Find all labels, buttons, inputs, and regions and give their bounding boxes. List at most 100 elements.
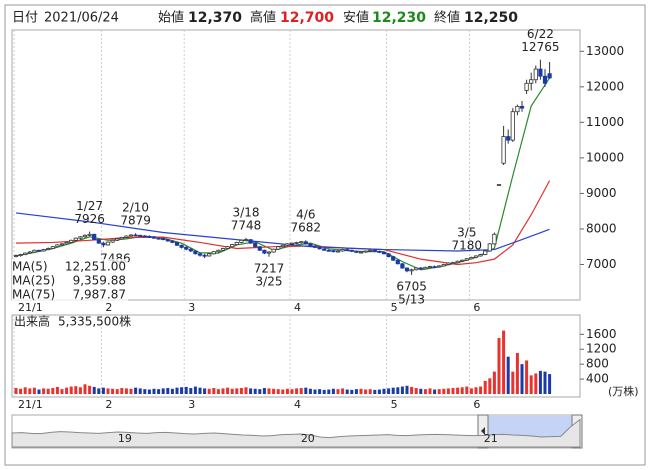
annotation-date: 4/6 xyxy=(296,208,315,222)
volume-bar xyxy=(88,385,92,394)
header: 日付 2021/06/24 始値 12,370 高値 12,700 安値 12,… xyxy=(12,10,518,27)
volume-bar xyxy=(451,388,455,394)
candle-body xyxy=(303,241,308,245)
y-tick-label: 400 xyxy=(586,372,609,386)
candle-body xyxy=(368,249,373,252)
volume-bar xyxy=(428,388,432,394)
volume-bar xyxy=(106,388,110,394)
candle-body xyxy=(165,239,170,242)
date: 2021/06/24 xyxy=(44,11,119,26)
volume-bar xyxy=(249,388,253,394)
candle-body xyxy=(349,249,354,252)
candle-body xyxy=(142,235,147,238)
volume-bar xyxy=(74,386,78,394)
candle-body xyxy=(262,249,267,254)
volume-bar xyxy=(285,388,289,394)
volume-label: 出来高 xyxy=(14,314,50,329)
candle-body xyxy=(82,234,88,238)
volume-bar xyxy=(488,378,492,394)
volume-bar xyxy=(147,389,151,394)
candle-body xyxy=(92,233,97,241)
candle-body xyxy=(483,250,488,255)
volume-bar xyxy=(318,389,322,394)
volume-bar xyxy=(78,387,82,394)
candle-body xyxy=(501,136,506,164)
legend-value: 7,987.87 xyxy=(73,288,126,302)
volume-bar xyxy=(161,388,165,394)
volume-bar xyxy=(175,387,179,394)
volume-bar xyxy=(502,330,506,394)
volume-bar xyxy=(497,338,501,394)
volume-bar xyxy=(221,388,225,394)
ma-line xyxy=(15,212,550,252)
volume-bar xyxy=(350,389,354,394)
legend-name: MA(5) xyxy=(12,260,48,274)
volume-bar xyxy=(55,386,59,394)
candle-body xyxy=(193,250,198,255)
candle-body xyxy=(538,68,543,77)
volume-bar xyxy=(410,386,414,394)
legend-bg xyxy=(12,259,128,301)
volume-bar xyxy=(442,388,446,394)
candle-body xyxy=(36,249,42,252)
candle-body xyxy=(110,239,115,243)
volume-bar xyxy=(400,386,404,394)
y-tick-label: 7000 xyxy=(586,257,617,271)
volume-bar xyxy=(525,360,529,394)
date-label: 日付 xyxy=(12,11,38,26)
candle-body xyxy=(524,82,529,91)
annotation-date: 5/13 xyxy=(398,292,425,306)
volume-bar xyxy=(387,388,391,394)
candle-body xyxy=(317,247,322,250)
candle-body xyxy=(55,244,60,248)
candle-body xyxy=(202,254,207,257)
volume-bar xyxy=(423,389,427,394)
candle-body xyxy=(506,136,511,141)
volume-bar xyxy=(37,389,41,394)
volume-bar xyxy=(253,388,257,394)
candle-body xyxy=(13,255,19,257)
candle-body xyxy=(243,239,249,242)
volume-bar xyxy=(69,386,73,394)
candle-body xyxy=(271,248,276,253)
volume-bar xyxy=(143,389,147,394)
candle-body xyxy=(446,262,451,265)
candle-body xyxy=(464,258,469,261)
candle-body xyxy=(59,243,65,246)
volume-total: 5,335,500株 xyxy=(58,314,131,329)
candle-body xyxy=(197,253,203,256)
volume-bar xyxy=(437,389,441,394)
candle-body xyxy=(418,267,423,270)
candle-body xyxy=(510,111,515,141)
x-tick-label: 6 xyxy=(473,398,480,411)
candle-body xyxy=(478,254,483,257)
candle-body xyxy=(529,79,534,84)
candle-body xyxy=(161,238,166,241)
volume-bar xyxy=(258,389,262,394)
candle-body xyxy=(207,253,212,257)
candle-body xyxy=(78,236,83,239)
candle-body xyxy=(377,250,382,253)
candle-body xyxy=(46,248,51,250)
candle-body xyxy=(437,265,442,268)
legend-value: 12,251.00 xyxy=(65,260,126,274)
volume-bar xyxy=(111,388,115,394)
volume-bar xyxy=(336,389,340,394)
volume-bar xyxy=(152,388,156,394)
candle-body xyxy=(230,244,235,248)
x-tick-label: 3 xyxy=(188,398,195,411)
volume-bar xyxy=(198,387,202,394)
x-tick-label: 21/1 xyxy=(18,398,43,411)
volume-bar xyxy=(506,356,510,394)
annotation-date: 3/25 xyxy=(256,274,283,288)
candle-body xyxy=(101,242,106,246)
volume-bar xyxy=(83,384,87,394)
volume-bar xyxy=(391,387,395,394)
volume-bar xyxy=(42,388,46,394)
candle-body xyxy=(289,242,295,245)
candle-body xyxy=(234,242,239,245)
x-tick-label: 5 xyxy=(391,398,398,411)
annotation-value: 6705 xyxy=(396,279,427,293)
x-tick-label: 6 xyxy=(473,301,480,314)
volume-bar xyxy=(97,388,101,394)
